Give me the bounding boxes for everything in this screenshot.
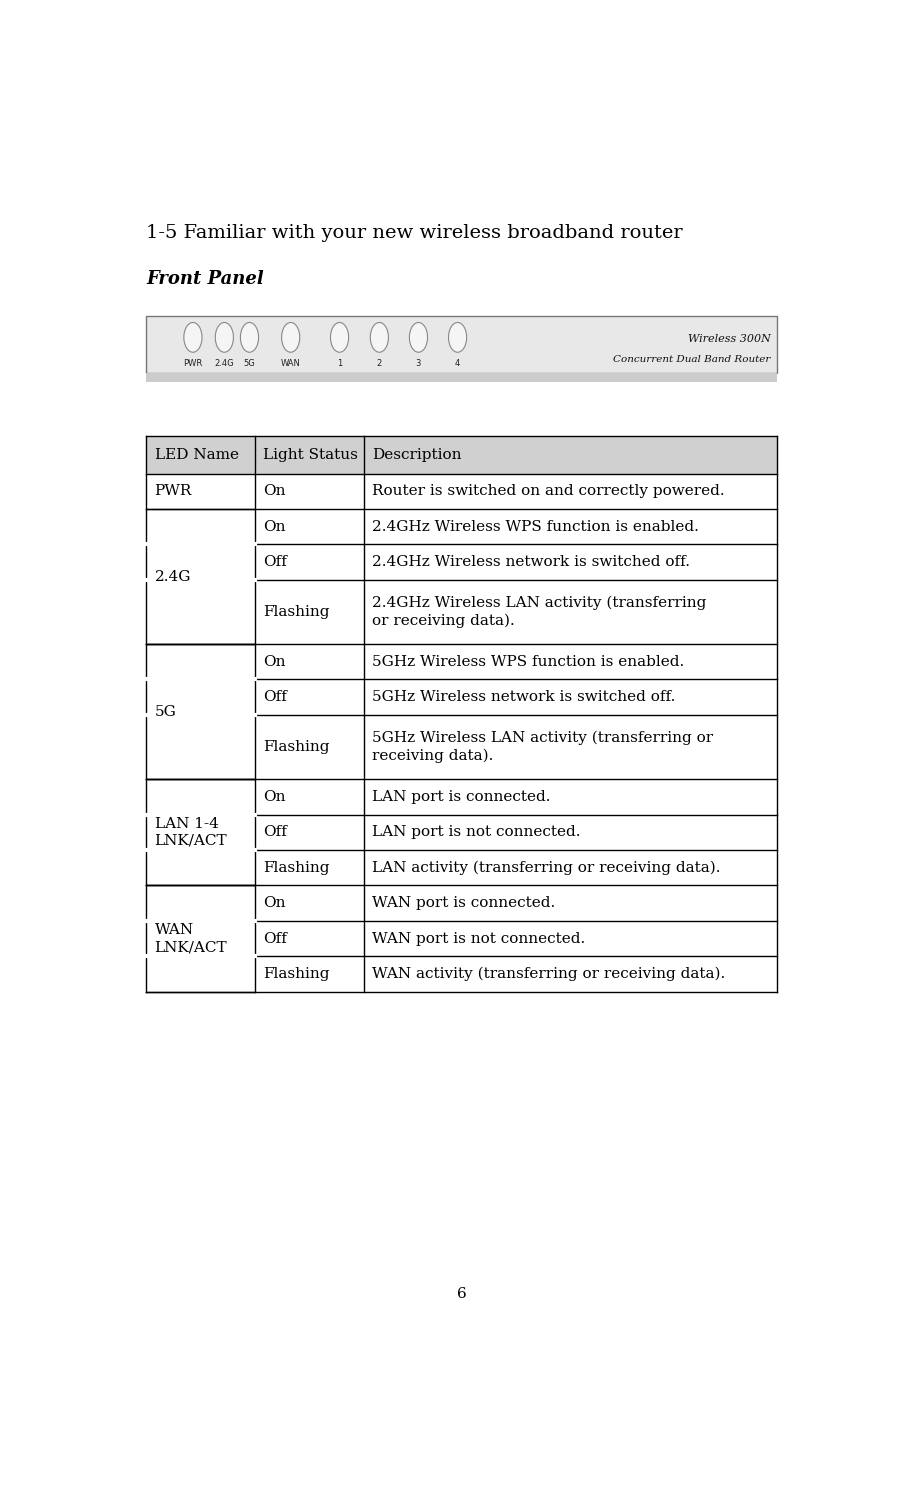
Text: Concurrent Dual Band Router: Concurrent Dual Band Router bbox=[613, 355, 770, 364]
Text: Off: Off bbox=[263, 690, 287, 704]
Text: WAN
LNK/ACT: WAN LNK/ACT bbox=[155, 923, 227, 954]
Text: 2.4GHz Wireless network is switched off.: 2.4GHz Wireless network is switched off. bbox=[372, 556, 690, 569]
Circle shape bbox=[409, 322, 428, 352]
Text: 5GHz Wireless network is switched off.: 5GHz Wireless network is switched off. bbox=[372, 690, 676, 704]
Text: 6: 6 bbox=[457, 1287, 467, 1300]
Text: WAN: WAN bbox=[281, 360, 301, 369]
Text: 2.4G: 2.4G bbox=[155, 569, 191, 584]
Text: Router is switched on and correctly powered.: Router is switched on and correctly powe… bbox=[372, 484, 724, 498]
Bar bbox=[146, 373, 778, 382]
Text: PWR: PWR bbox=[183, 360, 203, 369]
Text: 5G: 5G bbox=[243, 360, 255, 369]
Text: On: On bbox=[263, 484, 286, 498]
Circle shape bbox=[282, 322, 300, 352]
Circle shape bbox=[215, 322, 233, 352]
Text: WAN activity (transferring or receiving data).: WAN activity (transferring or receiving … bbox=[372, 967, 725, 981]
Text: On: On bbox=[263, 655, 286, 669]
Text: On: On bbox=[263, 520, 286, 533]
Text: 2.4GHz Wireless WPS function is enabled.: 2.4GHz Wireless WPS function is enabled. bbox=[372, 520, 699, 533]
Text: WAN port is connected.: WAN port is connected. bbox=[372, 896, 555, 911]
Text: LAN 1-4
LNK/ACT: LAN 1-4 LNK/ACT bbox=[155, 817, 227, 849]
Circle shape bbox=[370, 322, 388, 352]
Text: On: On bbox=[263, 896, 286, 911]
Text: 5G: 5G bbox=[155, 704, 177, 719]
Text: 3: 3 bbox=[415, 360, 421, 369]
Text: Wireless 300N: Wireless 300N bbox=[687, 333, 770, 343]
Circle shape bbox=[241, 322, 259, 352]
Text: 4: 4 bbox=[455, 360, 460, 369]
Text: Off: Off bbox=[263, 825, 287, 840]
Text: Flashing: Flashing bbox=[263, 605, 330, 620]
Text: 1-5 Familiar with your new wireless broadband router: 1-5 Familiar with your new wireless broa… bbox=[146, 224, 683, 242]
Text: PWR: PWR bbox=[155, 484, 192, 498]
Text: LED Name: LED Name bbox=[155, 447, 239, 462]
Text: Flashing: Flashing bbox=[263, 860, 330, 875]
Text: 2: 2 bbox=[377, 360, 382, 369]
Text: Description: Description bbox=[372, 447, 461, 462]
Text: LAN port is connected.: LAN port is connected. bbox=[372, 789, 551, 804]
Text: Flashing: Flashing bbox=[263, 967, 330, 981]
Text: On: On bbox=[263, 789, 286, 804]
Circle shape bbox=[449, 322, 467, 352]
Text: Front Panel: Front Panel bbox=[146, 270, 264, 288]
Text: Flashing: Flashing bbox=[263, 740, 330, 753]
Text: LAN activity (transferring or receiving data).: LAN activity (transferring or receiving … bbox=[372, 860, 721, 875]
Text: Off: Off bbox=[263, 932, 287, 945]
Text: 2.4G: 2.4G bbox=[214, 360, 234, 369]
Text: WAN port is not connected.: WAN port is not connected. bbox=[372, 932, 585, 945]
Text: 2.4GHz Wireless LAN activity (transferring
or receiving data).: 2.4GHz Wireless LAN activity (transferri… bbox=[372, 596, 706, 629]
Text: 1: 1 bbox=[337, 360, 342, 369]
Bar bbox=[146, 315, 778, 373]
Text: Off: Off bbox=[263, 556, 287, 569]
Circle shape bbox=[184, 322, 202, 352]
Text: Light Status: Light Status bbox=[263, 447, 358, 462]
Text: 5GHz Wireless LAN activity (transferring or
receiving data).: 5GHz Wireless LAN activity (transferring… bbox=[372, 731, 713, 764]
Bar bbox=[146, 435, 778, 474]
Text: LAN port is not connected.: LAN port is not connected. bbox=[372, 825, 580, 840]
Text: 5GHz Wireless WPS function is enabled.: 5GHz Wireless WPS function is enabled. bbox=[372, 655, 684, 669]
Circle shape bbox=[331, 322, 349, 352]
